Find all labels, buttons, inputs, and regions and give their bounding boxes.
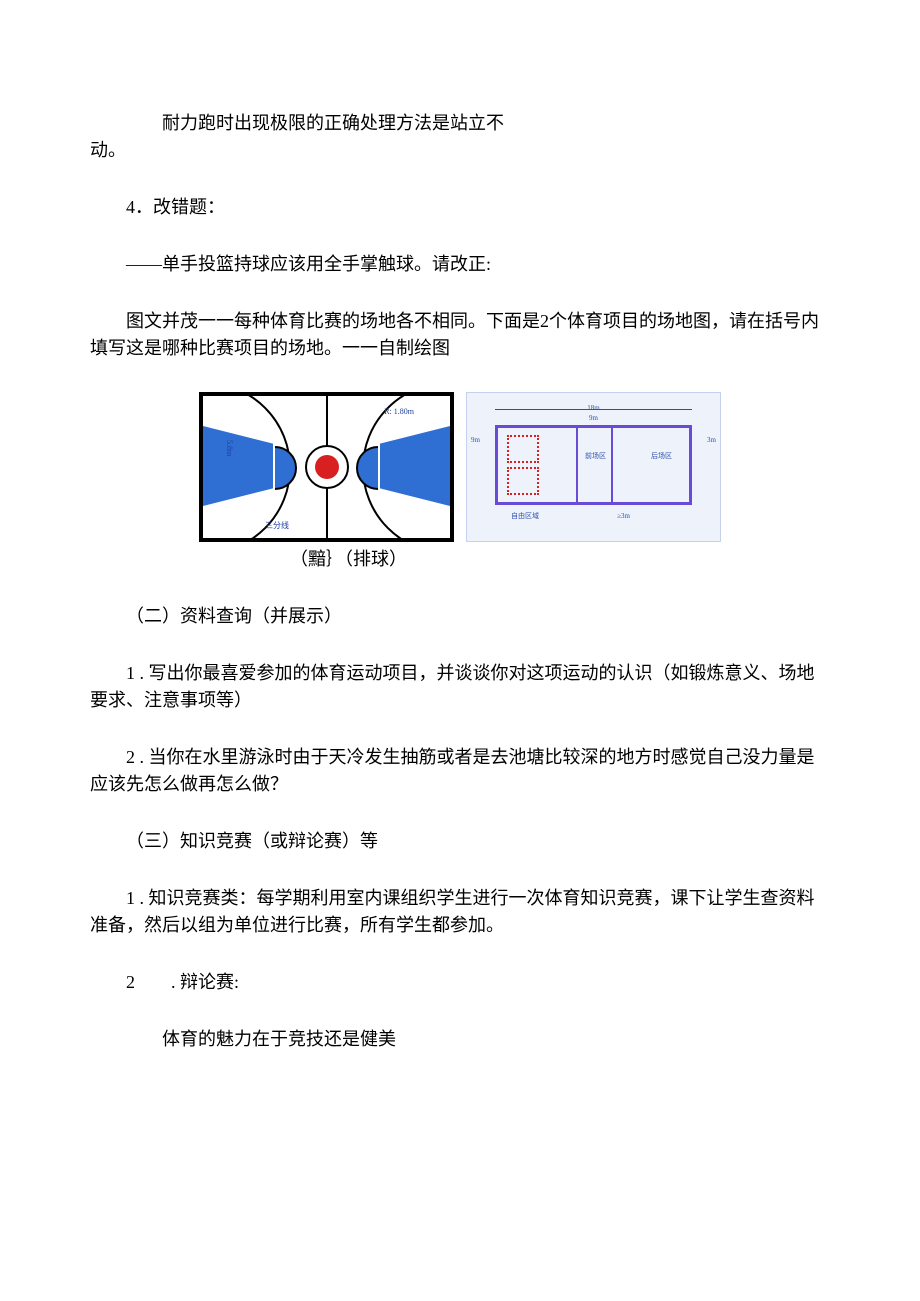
label-freezone: 自由区域	[511, 511, 539, 522]
label-total-width: 18m	[587, 403, 599, 414]
label-bottom-dim: ≥3m	[617, 511, 630, 522]
paragraph-q1: 1 . 写出你最喜爱参加的体育运动项目，并谈谈你对这项运动的认识（如锻炼意义、场…	[90, 660, 830, 714]
volleyball-court-diagram: 18m 9m 9m 3m 前场区 后场区 自由区域 ≥3m	[466, 392, 721, 542]
paragraph-debate-topic: 体育的魅力在于竞技还是健美	[90, 1026, 830, 1053]
diagram-caption: （黯｝（排球）	[90, 546, 830, 573]
heading-section-2: （二）资料查询（并展示）	[90, 603, 830, 630]
paragraph-q2: 2 . 当你在水里游泳时由于天冷发生抽筋或者是去池塘比较深的地方时感觉自己没力量…	[90, 744, 830, 798]
label-three-point: 三分线	[265, 520, 289, 532]
heading-section-3: （三）知识竞赛（或辩论赛）等	[90, 828, 830, 855]
label-side-left: 9m	[471, 435, 480, 446]
heading-correction: 4．改错题：	[90, 194, 830, 221]
basketball-court-diagram: 三分线 R: 1.80m 5.8m	[199, 392, 454, 542]
document-page: 耐力跑时出现极限的正确处理方法是站立不 动。 4．改错题： ——单手投篮持球应该…	[0, 0, 920, 1113]
label-keywidth: 5.8m	[223, 440, 235, 456]
label-half: 9m	[589, 413, 598, 424]
attack-line-1	[576, 425, 578, 505]
paragraph-endurance-a: 耐力跑时出现极限的正确处理方法是站立不	[90, 110, 830, 137]
paragraph-quiz: 1 . 知识竞赛类：每学期利用室内课组织学生进行一次体育知识竞赛，课下让学生查资…	[90, 885, 830, 939]
service-zone-1	[507, 435, 539, 463]
paragraph-endurance-b: 动。	[90, 137, 830, 164]
paragraph-correction-item: ——单手投篮持球应该用全手掌触球。请改正:	[90, 251, 830, 278]
label-zone-front: 前场区	[585, 451, 606, 462]
service-zone-2	[507, 467, 539, 495]
paragraph-debate-heading: 2 . 辩论赛:	[90, 969, 830, 996]
paragraph-diagram-intro: 图文并茂一一每种体育比赛的场地各不相同。下面是2个体育项目的场地图，请在括号内填…	[90, 308, 830, 362]
diagram-row: 三分线 R: 1.80m 5.8m 18m 9m 9m 3m 前场区 后场区 自…	[90, 392, 830, 542]
attack-line-2	[611, 425, 613, 505]
label-radius: R: 1.80m	[384, 406, 414, 418]
label-side-right: 3m	[707, 435, 716, 446]
label-zone-back: 后场区	[651, 451, 672, 462]
center-dot	[315, 455, 339, 479]
